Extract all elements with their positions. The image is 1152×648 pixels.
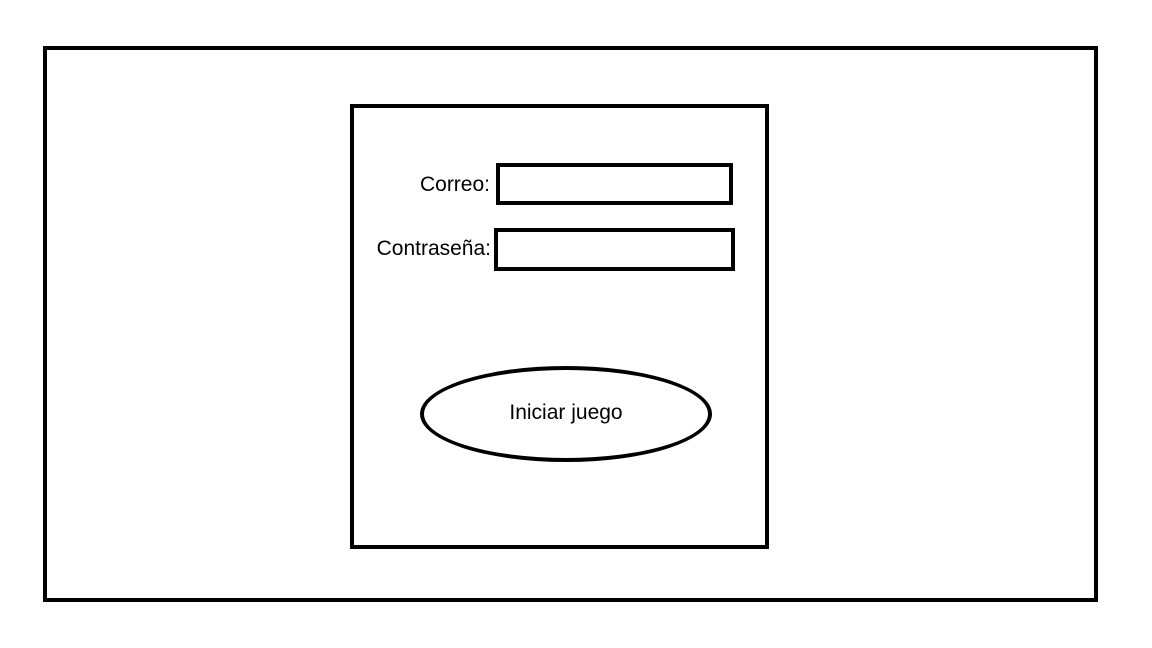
screen-frame	[43, 46, 1098, 602]
email-label: Correo:	[419, 173, 490, 196]
email-input[interactable]	[496, 163, 733, 205]
password-input[interactable]	[494, 228, 735, 271]
login-panel	[350, 104, 769, 549]
password-label: Contraseña:	[376, 237, 491, 260]
start-game-button[interactable]: Iniciar juego	[420, 366, 712, 462]
